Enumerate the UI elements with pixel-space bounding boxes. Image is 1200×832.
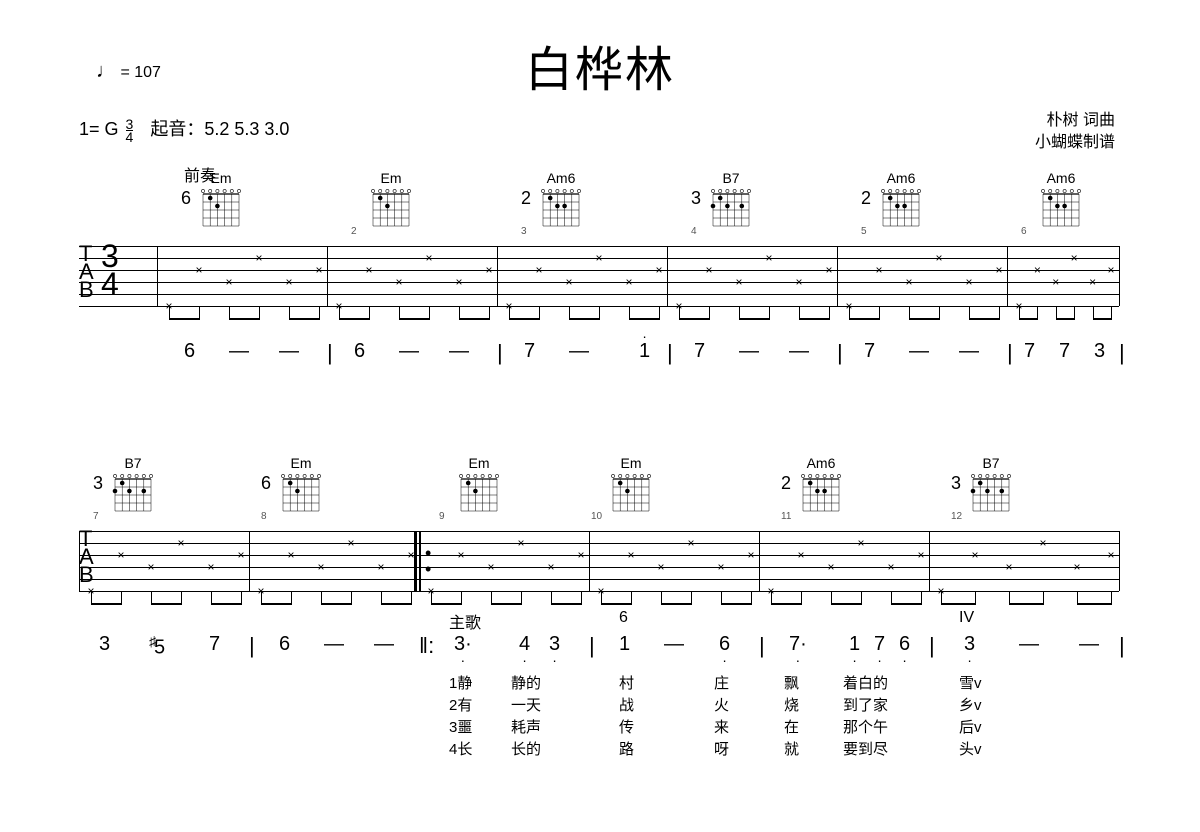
lyric-syllable: 一天 [511,695,541,717]
lyrics-block: 1静 静的 村 庄 飘 着白的 雪v 2有 一天 战 火 烧 到了家 乡v 3噩 耗声 传 来 在 那个午 后v 4长 长的… [79,673,1119,761]
lyric-syllable: 路 [619,739,634,761]
section-label: IV [959,609,974,627]
lyric-syllable: 着白的 [843,673,888,695]
lyric-syllable: 要到尽 [843,739,888,761]
tempo-marking: ♩ = 107 [96,60,161,83]
lyric-syllable: 到了家 [843,695,888,717]
lyric-syllable: 头v [959,739,982,761]
lyric-syllable: 烧 [784,695,799,717]
chord-b7: B737 [111,455,155,517]
tab-label: TAB [79,245,94,299]
lyric-syllable: 传 [619,717,634,739]
lyric-syllable: 飘 [784,673,799,695]
section-label: 6 [619,609,628,627]
section-label: 主歌 [449,609,481,633]
lyric-syllable: 在 [784,717,799,739]
lyric-syllable: 4长 [449,739,472,761]
lyric-syllable: 静的 [511,673,541,695]
lyric-syllable: 村 [619,673,634,695]
lyric-syllable: 庄 [714,673,729,695]
key-info: 1= G 34 起音：5.2 5.3 3.0 [79,115,289,143]
chord-b7: B734 [709,170,753,232]
lyric-syllable: 后v [959,717,982,739]
lyric-syllable: 呀 [714,739,729,761]
lyric-syllable: 火 [714,695,729,717]
lyric-syllable: 那个午 [843,717,888,739]
lyric-syllable: 乡v [959,695,982,717]
lyric-syllable: 1静 [449,673,472,695]
chord-b7: B7312 [969,455,1013,517]
lyric-syllable: 3噩 [449,717,472,739]
credits: 朴树 词曲小蝴蝶制谱 [1035,110,1115,154]
chord-em: Em2 [369,170,413,232]
lyric-syllable: 就 [784,739,799,761]
lyric-syllable: 长的 [511,739,541,761]
jianpu-line-2: 3♯57|6——‖:3·43|1—6|7·176|3——| [79,633,1119,673]
lyric-syllable: 来 [714,717,729,739]
system-1: Em6Em2Am623B734Am625Am66 TAB 34 ××××××××… [79,170,1119,380]
chord-am6: Am6211 [799,455,843,517]
tab-label: TAB [79,530,94,584]
lyric-syllable: 2有 [449,695,472,717]
system-2: B737Em68Em9Em10Am6211B7312 TAB ••×××××××… [79,455,1119,761]
chord-am6: Am625 [879,170,923,232]
chord-em: Em10 [609,455,653,517]
song-title: 白桦林 [0,0,1200,100]
section-label-intro: 前奏 [184,162,216,186]
lyric-syllable: 战 [619,695,634,717]
chord-am6: Am66 [1039,170,1083,232]
lyric-syllable: 耗声 [511,717,541,739]
lyric-syllable: 雪v [959,673,982,695]
chord-em: Em68 [279,455,323,517]
chord-am6: Am623 [539,170,583,232]
chord-em: Em9 [457,455,501,517]
jianpu-line-1: 6——|6——|7—1|7——|7——|773| [79,340,1119,380]
